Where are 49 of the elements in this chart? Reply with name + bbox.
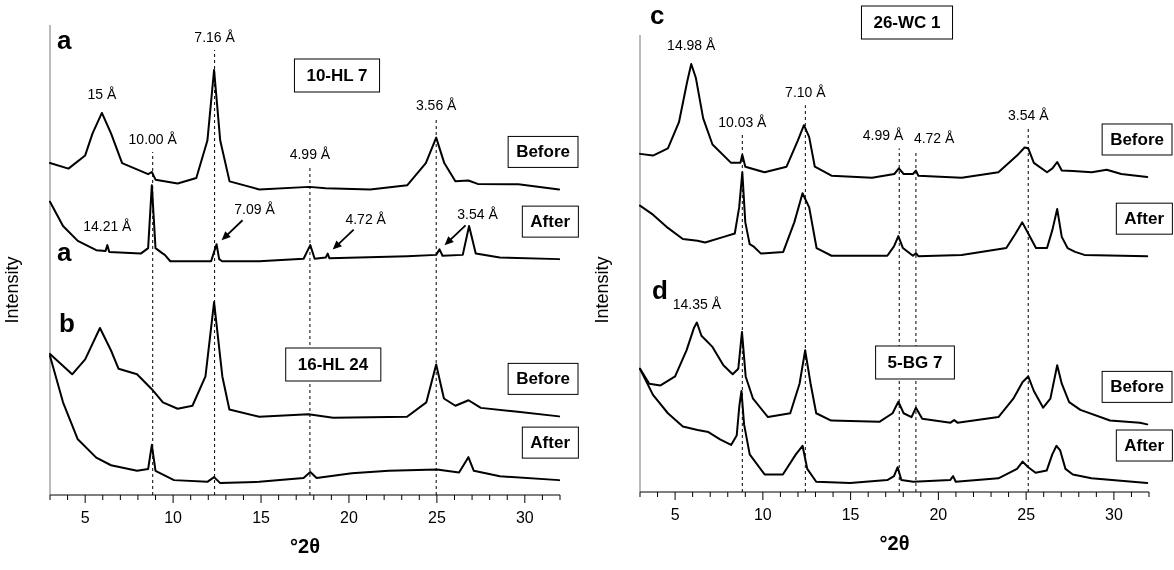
x-tick-label: 5 <box>80 509 90 526</box>
ref-line-label: 10.03 Å <box>718 113 768 130</box>
x-tick-label: 5 <box>670 506 680 523</box>
series-label: After <box>1124 436 1165 456</box>
ref-line-label: 10.00 Å <box>128 131 178 147</box>
ref-line-label: 4.99 Å <box>289 145 331 162</box>
series-label: Before <box>1110 129 1164 149</box>
series-label: Before <box>516 142 570 162</box>
x-axis-title: °2θ <box>879 532 910 554</box>
ref-line-label: 3.56 Å <box>415 96 458 113</box>
series-label: After <box>530 433 571 453</box>
x-tick-label: 20 <box>340 509 358 526</box>
annotation: b <box>59 308 75 338</box>
annotation: 14.35 Å <box>672 295 722 312</box>
x-tick-label: 30 <box>515 509 534 526</box>
series-label: After <box>1124 209 1165 229</box>
y-axis-title: Intensity <box>2 256 22 324</box>
annotation: 4.72 Å <box>345 210 387 227</box>
ref-line-label: 3.54 Å <box>1008 107 1050 124</box>
ref-line-label: 7.10 Å <box>785 84 827 101</box>
x-tick-label: 20 <box>929 506 948 523</box>
x-tick-label: 30 <box>1105 506 1123 523</box>
ref-line-label: 4.99 Å <box>862 127 904 144</box>
text: a <box>57 25 72 55</box>
text: 26-WC 1 <box>873 13 941 32</box>
x-tick-label: 25 <box>1017 506 1036 523</box>
annotation: 10-HL 7 <box>306 66 368 85</box>
ref-line-label: 7.16 Å <box>194 29 236 45</box>
x-tick-label: 15 <box>252 509 271 526</box>
series-label: Before <box>1110 377 1164 397</box>
series-label: Before <box>516 369 570 389</box>
x-tick-label: 10 <box>164 509 183 526</box>
series-label: After <box>530 212 571 232</box>
annotation: 15 Å <box>87 85 117 102</box>
annotation: 5-BG 7 <box>887 353 943 372</box>
ref-line-label: 4.72 Å <box>913 129 956 146</box>
annotation: d <box>652 275 668 305</box>
annotation: a <box>57 237 72 267</box>
x-tick-label: 10 <box>753 506 772 523</box>
text: c <box>650 0 665 30</box>
annotation: 14.21 Å <box>83 218 133 235</box>
x-tick-label: 25 <box>428 509 446 526</box>
x-axis-title: °2θ <box>290 535 320 557</box>
annotation: 3.54 Å <box>457 206 499 223</box>
x-tick-label: 15 <box>841 506 860 523</box>
y-axis-title: Intensity <box>592 256 612 324</box>
annotation: 7.09 Å <box>234 201 276 218</box>
annotation: 16-HL 24 <box>297 355 369 374</box>
annotation: 14.98 Å <box>667 37 717 53</box>
